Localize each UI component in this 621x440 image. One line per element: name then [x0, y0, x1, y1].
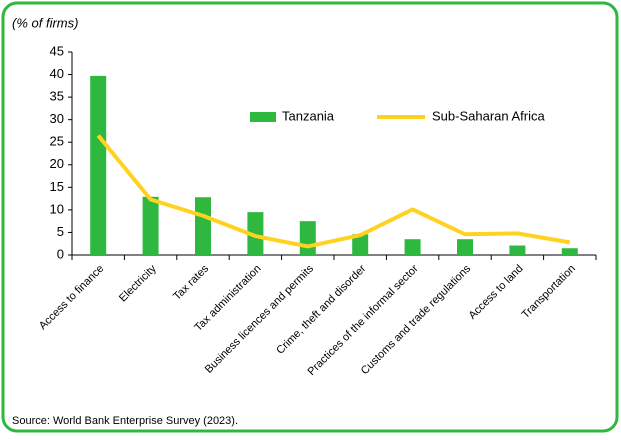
y-tick-label: 10 [50, 201, 64, 216]
y-tick-label: 30 [50, 111, 64, 126]
y-tick-label: 45 [50, 43, 64, 58]
bar [299, 221, 316, 255]
y-tick-label: 20 [50, 156, 64, 171]
y-tick-label: 25 [50, 134, 64, 149]
bar [142, 196, 159, 255]
bar [509, 245, 526, 255]
bar [352, 234, 369, 255]
bar [195, 197, 211, 255]
chart-border [1, 1, 619, 433]
legend-label: Tanzania [282, 108, 335, 123]
y-tick-label: 40 [50, 66, 64, 81]
line-series [96, 134, 571, 249]
y-axis-label: (% of firms) [12, 15, 78, 30]
bar [457, 239, 473, 255]
y-tick-label: 15 [50, 179, 64, 194]
bar [247, 212, 264, 255]
y-tick-label: 35 [50, 89, 64, 104]
source-note: Source: World Bank Enterprise Survey (20… [12, 415, 238, 427]
bar [404, 239, 421, 255]
y-tick-label: 0 [57, 246, 64, 261]
bar [90, 75, 107, 255]
legend-label: Sub-Saharan Africa [432, 108, 546, 123]
y-tick-label: 5 [57, 224, 64, 239]
legend-swatch [250, 112, 276, 122]
bar [561, 248, 578, 255]
